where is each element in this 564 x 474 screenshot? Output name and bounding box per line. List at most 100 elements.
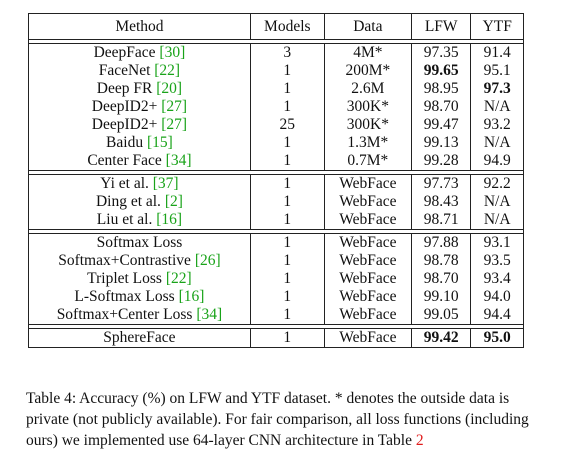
cell-ytf: 93.4: [471, 270, 524, 288]
citation-link[interactable]: [16]: [178, 288, 205, 305]
cell-ytf: 97.3: [471, 80, 524, 98]
cell-models: 3: [250, 43, 325, 62]
method-name: DeepFace: [93, 44, 156, 61]
cell-ytf: 94.9: [471, 152, 524, 171]
lfw-value: 97.73: [423, 175, 459, 192]
cell-models: 1: [250, 233, 325, 252]
cell-method: FaceNet [22]: [28, 62, 251, 80]
cell-models: 1: [251, 193, 325, 211]
cell-method: Ding et al. [2]: [28, 193, 251, 211]
table-row: FaceNet [22] 1 200M* 99.65 95.1: [28, 62, 524, 80]
data-value: WebFace: [339, 234, 397, 251]
table-row: L-Softmax Loss [16] 1 WebFace 99.10 94.0: [28, 288, 524, 306]
models-value: 1: [283, 270, 292, 287]
cell-data: 200M*: [325, 62, 412, 80]
cell-models: 1: [250, 174, 325, 193]
lfw-value: 98.43: [423, 193, 459, 210]
citation-link[interactable]: [20]: [156, 80, 183, 97]
cell-data: WebFace: [325, 193, 412, 211]
data-value: WebFace: [339, 175, 397, 192]
table-row: Triplet Loss [22] 1 WebFace 98.70 93.4: [28, 270, 524, 288]
lfw-value: 99.47: [423, 116, 459, 133]
cell-models: 25: [251, 116, 325, 134]
cell-models: 1: [251, 62, 325, 80]
citation-link[interactable]: [34]: [196, 306, 223, 323]
data-value: 2.6M: [351, 80, 385, 97]
models-value: 1: [283, 193, 292, 210]
cell-lfw: 99.05: [411, 306, 472, 325]
table-body: DeepFace [30] 3 4M* 97.35 91.4 FaceNet [22] 1 2…: [28, 40, 524, 348]
table-row: DeepFace [30] 3 4M* 97.35 91.4: [28, 43, 524, 62]
lfw-value: 99.65: [423, 62, 459, 79]
ytf-value: 94.9: [483, 152, 511, 169]
cell-ytf: 95.0: [471, 328, 524, 348]
table-row: Softmax+Contrastive [26] 1 WebFace 98.78 93.…: [28, 252, 524, 270]
data-value: WebFace: [339, 306, 397, 323]
data-value: WebFace: [339, 211, 397, 228]
data-value: 200M*: [345, 62, 391, 79]
header-data: Data: [324, 13, 412, 40]
citation-link[interactable]: [27]: [161, 116, 188, 133]
caption-table-ref-link[interactable]: 2: [415, 432, 424, 449]
citation-link[interactable]: [30]: [159, 44, 186, 61]
cell-method: Liu et al. [16]: [28, 211, 251, 230]
header-models: Models: [250, 13, 325, 40]
header-lfw: LFW: [411, 13, 472, 40]
citation-link[interactable]: [2]: [164, 193, 183, 210]
lfw-value: 99.42: [423, 329, 459, 346]
caption-text: Table 4: Accuracy (%) on LFW and YTF dat…: [26, 390, 529, 449]
citation-link[interactable]: [26]: [194, 252, 221, 269]
cell-lfw: 99.47: [412, 116, 472, 134]
models-value: 1: [283, 306, 292, 323]
lfw-value: 98.95: [423, 80, 459, 97]
cell-models: 1: [250, 211, 325, 230]
ytf-value: 93.2: [483, 116, 511, 133]
cell-lfw: 98.70: [412, 98, 472, 116]
cell-ytf: N/A: [471, 211, 524, 230]
citation-link[interactable]: [27]: [161, 98, 188, 115]
models-value: 1: [283, 329, 292, 346]
cell-ytf: N/A: [471, 98, 524, 116]
cell-data: 2.6M: [325, 80, 412, 98]
citation-link[interactable]: [16]: [156, 211, 183, 228]
data-value: 300K*: [346, 116, 389, 133]
models-value: 1: [283, 98, 292, 115]
models-value: 1: [283, 62, 292, 79]
cell-lfw: 97.88: [411, 233, 472, 252]
cell-data: 4M*: [324, 43, 412, 62]
cell-data: WebFace: [325, 288, 412, 306]
models-value: 25: [279, 116, 296, 133]
citation-link[interactable]: [22]: [154, 62, 181, 79]
lfw-value: 99.13: [423, 134, 459, 151]
method-name: FaceNet: [98, 62, 151, 79]
ytf-value: 93.1: [483, 234, 511, 251]
cell-data: 300K*: [325, 116, 412, 134]
group-gap: [28, 40, 524, 43]
cell-method: Softmax Loss: [28, 233, 251, 252]
method-name: SphereFace: [103, 329, 176, 346]
table-row: Softmax+Center Loss [34] 1 WebFace 99.05 94.…: [28, 306, 524, 325]
cell-lfw: 98.95: [412, 80, 472, 98]
cell-method: Softmax+Center Loss [34]: [28, 306, 251, 325]
lfw-value: 98.70: [423, 98, 459, 115]
citation-link[interactable]: [15]: [146, 134, 173, 151]
cell-lfw: 98.43: [412, 193, 472, 211]
cell-ytf: 95.1: [471, 62, 524, 80]
cell-models: 1: [250, 306, 325, 325]
table-row: DeepID2+ [27] 25 300K* 99.47 93.2: [28, 116, 524, 134]
table-row: Liu et al. [16] 1 WebFace 98.71 N/A: [28, 211, 524, 230]
lfw-value: 99.05: [423, 306, 459, 323]
cell-ytf: 92.2: [471, 174, 524, 193]
data-value: 0.7M*: [347, 152, 389, 169]
citation-link[interactable]: [37]: [152, 175, 179, 192]
citation-link[interactable]: [34]: [165, 152, 192, 169]
data-value: 1.3M*: [347, 134, 389, 151]
cell-data: WebFace: [325, 252, 412, 270]
citation-link[interactable]: [22]: [165, 270, 192, 287]
cell-lfw: 99.42: [411, 328, 472, 348]
ytf-value: N/A: [483, 193, 511, 210]
cell-data: WebFace: [324, 211, 412, 230]
cell-method: Center Face [34]: [28, 152, 251, 171]
method-name: DeepID2+: [91, 116, 158, 133]
group-gap: [28, 325, 524, 328]
